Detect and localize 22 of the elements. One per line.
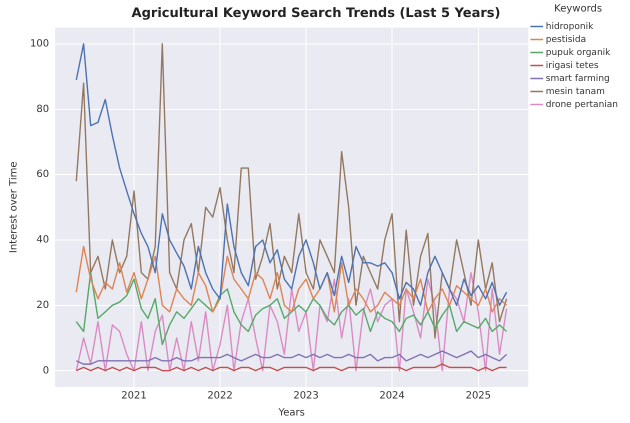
legend-label: pupuk organik <box>546 48 612 58</box>
y-axis-title: Interest over Time <box>8 161 20 254</box>
y-tick-label: 20 <box>36 300 50 311</box>
x-tick-label: 2025 <box>466 390 492 402</box>
legend-label: pestisida <box>546 34 586 45</box>
x-tick-label: 2024 <box>379 390 405 402</box>
legend-label: hidroponik <box>546 22 594 32</box>
legend-label: drone pertanian <box>546 100 618 110</box>
legend-title: Keywords <box>554 4 602 15</box>
x-axis-title: Years <box>277 408 305 419</box>
y-tick-label: 40 <box>36 234 50 246</box>
legend-label: mesin tanam <box>546 86 605 97</box>
legend-label: irigasi tetes <box>546 60 599 71</box>
y-tick-label: 80 <box>36 104 50 115</box>
y-tick-label: 100 <box>30 38 50 50</box>
legend-label: smart farming <box>546 74 610 84</box>
y-tick-label: 0 <box>42 365 50 376</box>
chart-title: Agricultural Keyword Search Trends (Last 5 Years) <box>132 6 500 22</box>
x-tick-label: 2022 <box>207 390 233 402</box>
x-tick-label: 2023 <box>293 390 319 402</box>
x-tick-label: 2021 <box>121 390 147 402</box>
y-tick-label: 60 <box>36 169 50 180</box>
